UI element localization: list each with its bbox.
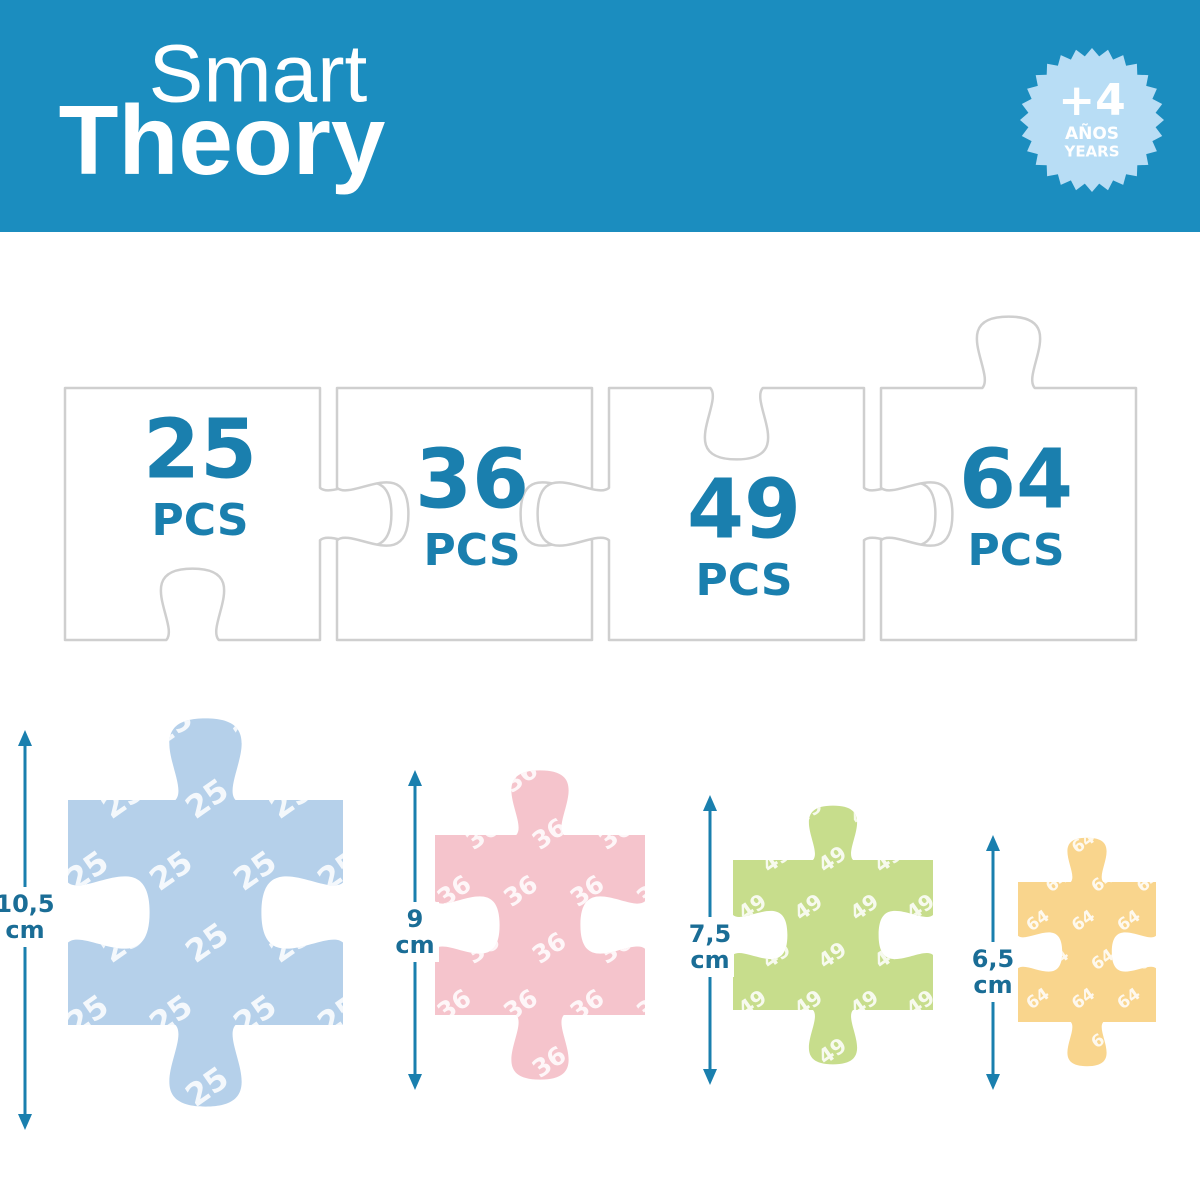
size-unit: cm [690,946,729,974]
pattern-number: 49 [734,793,771,829]
pattern-number: 49 [926,937,963,973]
pattern-number: 64 [1159,827,1190,857]
arrow-head [18,730,32,746]
size-unit: cm [973,971,1012,999]
pcs-label: PCS [695,555,792,606]
size-value: 9 [407,905,424,933]
pcs-label: PCS [423,525,520,576]
pattern-number: 49 [926,1033,963,1069]
size-value: 7,5 [689,920,732,948]
badge-label-en: YEARS [1063,143,1119,161]
pattern-number: 36 [660,812,705,855]
label-bg [969,942,1017,1002]
pcs-label: PCS [151,495,248,546]
badge-age: +4 [1058,75,1125,126]
pattern-number: 49 [902,793,939,829]
arrow-head [408,770,422,786]
pattern-number: 36 [631,755,676,798]
pattern-number: 64 [1022,827,1053,857]
piece-shape [733,805,933,1065]
brand-line2: Theory [59,85,386,195]
size-unit: cm [5,916,44,944]
pattern-number: 64 [1159,983,1190,1013]
puzzle-outline [879,315,1138,642]
piece-count: 36 [415,432,529,527]
puzzle-outline [335,386,594,642]
arrow-head [18,1114,32,1130]
header-band [0,0,1200,232]
piece-shape [1018,837,1156,1067]
size-unit: cm [395,931,434,959]
pattern-number: 36 [565,755,610,798]
pattern-number: 25 [311,700,367,754]
size-value: 10,5 [0,890,55,918]
arrow-head [986,835,1000,851]
label-bg [686,917,734,977]
pcs-label: PCS [967,525,1064,576]
size-value: 6,5 [972,945,1015,973]
piece-count: 49 [687,462,801,557]
pattern-number: 25 [59,700,115,754]
label-bg [391,902,439,962]
pattern-number: 64 [1113,827,1144,857]
pattern-number: 36 [660,1040,705,1083]
badge-label-es: AÑOS [1065,121,1119,144]
arrow-head [408,1074,422,1090]
pattern-number: 25 [347,1060,403,1114]
puzzle-outline [536,386,937,642]
piece-count: 25 [143,402,257,497]
pattern-number: 36 [593,1040,638,1083]
arrow-head [703,795,717,811]
pattern-number: 64 [1042,1022,1073,1052]
piece-shape [435,770,645,1080]
pattern-number: 36 [460,1040,505,1083]
label-bg [1,887,49,947]
piece-shape [68,718,343,1107]
pattern-number: 25 [347,772,403,826]
age-badge: +4 AÑOS YEARS [1020,48,1164,192]
badge-shape [1020,48,1164,192]
arrow-head [986,1074,1000,1090]
brand-line1: Smart [149,29,368,120]
arrow-head [703,1069,717,1085]
pattern-number: 64 [1133,1022,1164,1052]
pattern-number: 64 [1178,1022,1200,1052]
piece-count: 64 [959,432,1073,527]
pattern-number: 49 [758,1033,795,1069]
pattern-number: 25 [263,1060,319,1114]
pattern-number: 25 [95,1060,151,1114]
pattern-number: 64 [1159,905,1190,935]
pattern-number: 64 [1178,944,1200,974]
pattern-number: 36 [432,755,477,798]
pattern-number: 64 [1178,866,1200,896]
pattern-number: 49 [870,1033,907,1069]
